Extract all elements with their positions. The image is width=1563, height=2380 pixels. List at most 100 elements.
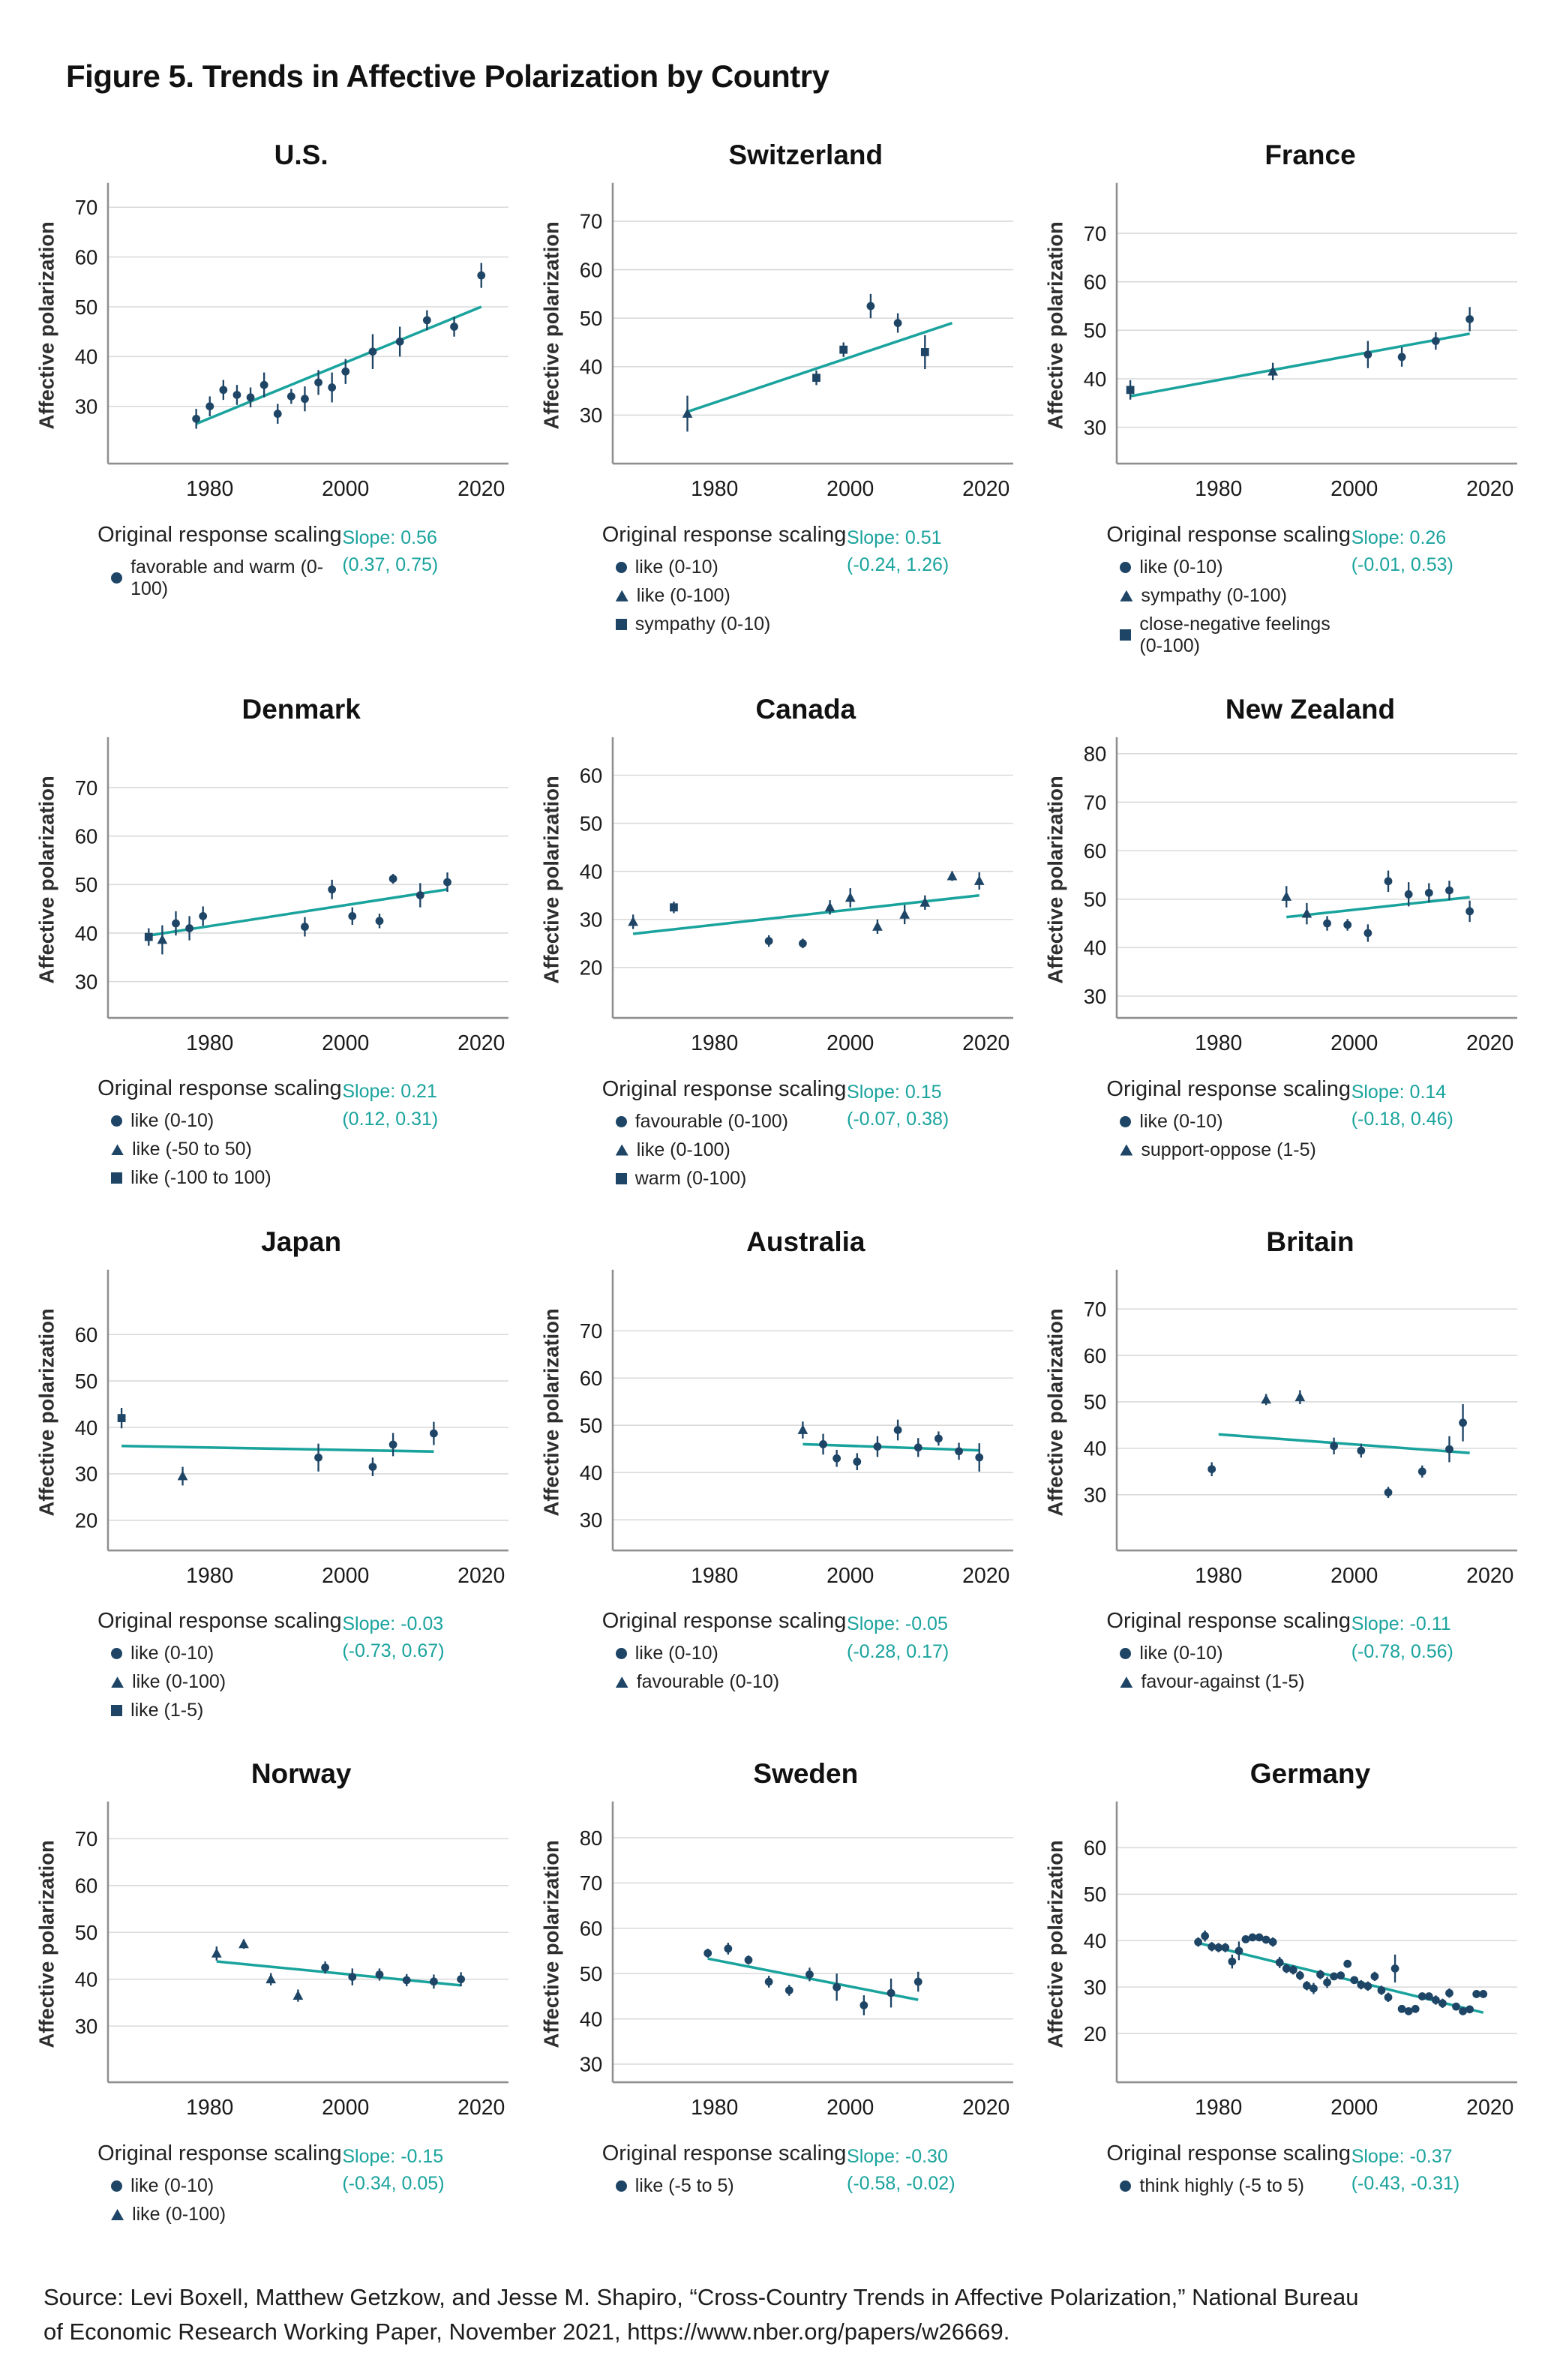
triangle-marker [1301, 908, 1312, 918]
source-line-1: Source: Levi Boxell, Matthew Getzkow, an… [44, 2283, 1359, 2310]
slope-annotation: Slope: 0.14 (-0.18, 0.46) [1352, 1077, 1454, 1133]
triangle-marker [824, 902, 836, 911]
legend-item-label: like (0-10) [1139, 1643, 1223, 1664]
circle-marker-icon [111, 2180, 123, 2192]
circle-marker [866, 302, 874, 311]
chart-plot: 30 40 50 60 70 Affective polarization 1980 2000… [34, 730, 520, 1067]
trend-line [216, 1960, 461, 1987]
legend-items: favorable and warm (0-100) [111, 557, 342, 600]
circle-marker [914, 1977, 922, 1986]
triangle-marker-icon [615, 590, 628, 602]
legend-item-label: like (0-10) [130, 2174, 214, 2196]
legend-item-label: like (0-10) [1139, 556, 1223, 578]
circle-marker [853, 1457, 861, 1466]
y-tick-label: 50 [579, 812, 602, 835]
trend-line [802, 1442, 980, 1451]
circle-marker [784, 1986, 794, 1995]
circle-marker [764, 1977, 773, 1986]
scatter-plot-svg: 30 40 50 60 70 Affective polarization 1980 2000… [34, 1802, 508, 2120]
circle-marker [832, 1454, 841, 1463]
legend-item: like (0-10) [1120, 557, 1351, 578]
y-tick-label: 40 [75, 345, 98, 368]
circle-marker-icon [1120, 2180, 1132, 2192]
circle-marker [260, 380, 268, 389]
chart-title: France [1264, 140, 1356, 170]
square-marker-icon [1120, 629, 1132, 641]
y-tick-label: 30 [75, 395, 98, 419]
circle-marker [246, 393, 255, 402]
legend-items: like (0-10) favour-against (1-5) [1120, 1643, 1351, 1693]
y-tick-label: 40 [75, 1415, 98, 1439]
y-tick-label: 70 [579, 1871, 602, 1895]
chart-legend-row: Original response scaling favourable (0-… [602, 1077, 1024, 1196]
circle-marker [388, 1440, 398, 1448]
slope-confidence-interval: (-0.28, 0.17) [847, 1640, 950, 1662]
y-tick-label: 60 [75, 1322, 98, 1346]
legend-item: like (0-10) [111, 2175, 342, 2197]
legend-heading: Original response scaling [602, 2141, 847, 2165]
circle-marker-icon [111, 1648, 123, 1660]
circle-marker-icon [1120, 1648, 1132, 1660]
slope-value: Slope: 0.56 [342, 527, 437, 548]
circle-marker [954, 1446, 963, 1455]
legend-items: like (0-10) like (0-100) sympathy (0-10) [615, 557, 847, 635]
triangle-marker-icon [111, 1676, 124, 1688]
circle-marker [1370, 1972, 1379, 1981]
slope-annotation: Slope: 0.21 (0.12, 0.31) [342, 1076, 438, 1133]
slope-value: Slope: 0.14 [1351, 1081, 1447, 1103]
slope-value: Slope: -0.11 [1351, 1613, 1451, 1635]
circle-marker [192, 414, 201, 423]
slope-annotation: Slope: -0.37 (-0.43, -0.31) [1352, 2141, 1460, 2198]
chart-legend: Original response scaling like (0-10) lik… [98, 1609, 342, 1728]
legend-items: favourable (0-100) like (0-100) warm (0-10… [615, 1111, 847, 1190]
country-chart-panel: Britain 30 40 50 60 70 Affective polarization… [1039, 1204, 1533, 1729]
y-axis-label: Affective polarization [539, 1840, 562, 2048]
circle-marker [805, 1970, 814, 1979]
chart-title: Japan [261, 1226, 342, 1257]
x-tick-label: 1980 [1195, 1564, 1242, 1588]
circle-marker [1384, 1487, 1393, 1496]
square-marker [669, 903, 678, 911]
y-tick-label: 60 [579, 1367, 602, 1390]
source-note: Source: Levi Boxell, Matthew Getzkow, an… [44, 2280, 1527, 2350]
legend-items: think highly (-5 to 5) [1120, 2175, 1351, 2197]
chart-legend: Original response scaling like (-5 to 5) [602, 2141, 847, 2204]
circle-marker [395, 338, 404, 346]
x-tick-label: 2020 [962, 2096, 1010, 2120]
chart-legend: Original response scaling favorable and … [98, 523, 342, 607]
x-tick-label: 1980 [1195, 2096, 1242, 2120]
circle-marker [1221, 1943, 1230, 1952]
scatter-plot-svg: 30 40 50 60 70 80 Affective polarization 1980 20… [539, 1802, 1013, 2120]
circle-marker [1255, 1933, 1264, 1942]
y-axis-label: Affective polarization [34, 776, 58, 983]
legend-heading: Original response scaling [1106, 522, 1352, 547]
circle-marker [232, 391, 242, 399]
square-marker-icon [615, 618, 627, 630]
x-tick-label: 2000 [826, 477, 874, 501]
slope-confidence-interval: (-0.07, 0.38) [847, 1108, 950, 1130]
y-axis-label: Affective polarization [34, 1840, 58, 2048]
triangle-marker [157, 934, 168, 944]
chart-legend-row: Original response scaling like (-5 to 5)… [602, 2141, 1024, 2204]
y-tick-label: 30 [579, 2053, 602, 2076]
triangle-marker [1294, 1391, 1306, 1401]
x-tick-label: 2000 [1330, 2096, 1378, 2120]
circle-marker [1214, 1943, 1223, 1952]
chart-plot: 20 30 40 50 60 Affective polarization 1980 2000… [1043, 1794, 1528, 2131]
circle-marker [1479, 1990, 1488, 1999]
slope-confidence-interval: (-0.01, 0.53) [1351, 554, 1454, 575]
triangle-marker [292, 1990, 304, 2000]
x-tick-label: 2020 [962, 477, 1010, 501]
legend-item-label: sympathy (0-100) [1141, 584, 1287, 606]
y-tick-label: 50 [75, 296, 98, 319]
circle-marker [1418, 1992, 1426, 2001]
circle-marker [185, 923, 194, 932]
slope-annotation: Slope: -0.15 (-0.34, 0.05) [342, 2141, 444, 2198]
trend-line [122, 1444, 434, 1453]
circle-marker [798, 939, 807, 947]
legend-item-label: like (1-5) [130, 1700, 204, 1721]
trend-line [195, 305, 482, 425]
y-tick-label: 40 [579, 1460, 602, 1484]
triangle-marker [238, 1938, 249, 1949]
legend-item: warm (0-100) [615, 1168, 847, 1190]
